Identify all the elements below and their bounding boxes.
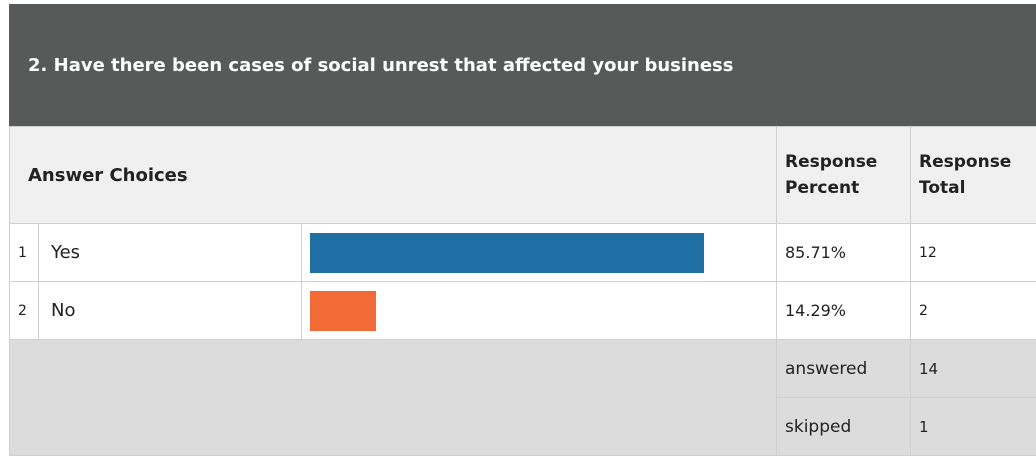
response-percent: 14.29% xyxy=(776,281,911,340)
answer-label: Yes xyxy=(38,223,302,282)
row-number: 2 xyxy=(9,281,39,340)
response-total-header: Response Total xyxy=(910,126,1036,224)
question-title: 2. Have there been cases of social unres… xyxy=(9,4,1036,127)
results-table: Answer Choices Response Percent Response… xyxy=(9,126,1036,456)
answer-label: No xyxy=(38,281,302,340)
table-header-row: Answer Choices Response Percent Response… xyxy=(9,126,1036,224)
bar-cell xyxy=(301,281,777,340)
summary-blank-area xyxy=(9,339,777,456)
response-percent-header: Response Percent xyxy=(776,126,911,224)
response-percent: 85.71% xyxy=(776,223,911,282)
skipped-label: skipped xyxy=(776,397,911,456)
answered-label: answered xyxy=(776,339,911,398)
answered-count: 14 xyxy=(910,339,1036,398)
answer-choices-header: Answer Choices xyxy=(9,126,777,224)
bar-cell xyxy=(301,223,777,282)
response-total: 2 xyxy=(910,281,1036,340)
response-bar-yes xyxy=(310,232,704,273)
table-row: 2 No 14.29% 2 xyxy=(9,281,1036,340)
response-bar-no xyxy=(310,290,376,331)
response-total: 12 xyxy=(910,223,1036,282)
answered-row: answered 14 xyxy=(9,339,1036,456)
row-number: 1 xyxy=(9,223,39,282)
skipped-count: 1 xyxy=(910,397,1036,456)
table-row: 1 Yes 85.71% 12 xyxy=(9,223,1036,282)
